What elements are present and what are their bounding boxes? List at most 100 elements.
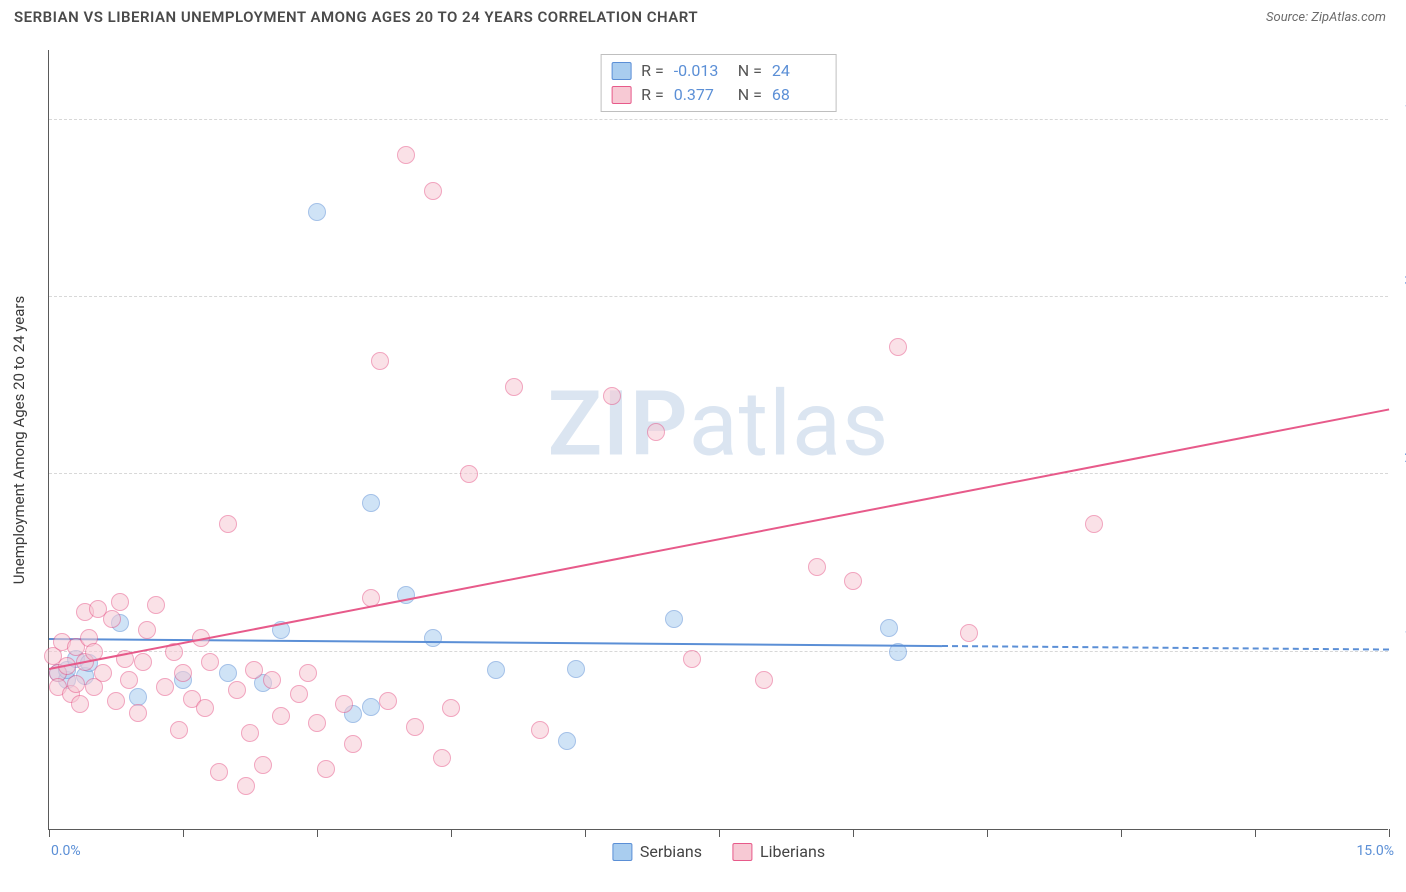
data-point (129, 704, 147, 722)
data-point (120, 671, 138, 689)
data-point (808, 558, 826, 576)
stats-row: R =0.377N =68 (611, 83, 826, 107)
data-point (487, 661, 505, 679)
r-label: R = (641, 59, 664, 83)
data-point (156, 678, 174, 696)
r-value: -0.013 (674, 59, 728, 83)
data-point (531, 721, 549, 739)
trend-line (49, 409, 1389, 670)
x-tick (585, 829, 586, 837)
data-point (362, 494, 380, 512)
data-point (505, 378, 523, 396)
x-tick (719, 829, 720, 837)
data-point (317, 760, 335, 778)
x-tick (317, 829, 318, 837)
data-point (335, 695, 353, 713)
data-point (379, 692, 397, 710)
data-point (299, 664, 317, 682)
data-point (433, 749, 451, 767)
legend-item: Liberians (732, 842, 825, 861)
x-tick (853, 829, 854, 837)
data-point (371, 352, 389, 370)
data-point (228, 681, 246, 699)
data-point (397, 146, 415, 164)
data-point (603, 387, 621, 405)
data-point (107, 692, 125, 710)
data-point (844, 572, 862, 590)
data-point (71, 695, 89, 713)
gridline (49, 651, 1388, 652)
watermark: ZIPatlas (548, 371, 890, 476)
data-point (147, 596, 165, 614)
data-point (344, 735, 362, 753)
data-point (174, 664, 192, 682)
n-value: 24 (772, 59, 826, 83)
data-point (67, 675, 85, 693)
data-point (424, 629, 442, 647)
data-point (460, 465, 478, 483)
gridline (49, 296, 1388, 297)
data-point (241, 724, 259, 742)
x-axis-min-label: 0.0% (51, 843, 81, 859)
n-label: N = (738, 59, 762, 83)
y-axis-title: Unemployment Among Ages 20 to 24 years (10, 295, 28, 583)
gridline (49, 119, 1388, 120)
legend-swatch (611, 86, 631, 104)
x-tick (987, 829, 988, 837)
correlation-stats-box: R = -0.013 N = 24R = 0.377 N = 68 (600, 54, 837, 112)
gridline (49, 473, 1388, 474)
data-point (424, 182, 442, 200)
x-axis-max-label: 15.0% (1356, 843, 1394, 859)
n-label: N = (738, 83, 762, 107)
data-point (889, 338, 907, 356)
n-value: 68 (772, 83, 826, 107)
data-point (362, 698, 380, 716)
data-point (263, 671, 281, 689)
x-tick (1255, 829, 1256, 837)
legend-label: Liberians (760, 842, 825, 861)
data-point (219, 664, 237, 682)
data-point (308, 203, 326, 221)
data-point (755, 671, 773, 689)
data-point (201, 653, 219, 671)
x-tick (1121, 829, 1122, 837)
x-tick (49, 829, 50, 837)
legend-swatch (612, 843, 632, 861)
data-point (111, 593, 129, 611)
legend-item: Serbians (612, 842, 702, 861)
data-point (406, 718, 424, 736)
data-point (683, 650, 701, 668)
data-point (94, 664, 112, 682)
source-attribution: Source: ZipAtlas.com (1266, 10, 1386, 25)
data-point (880, 619, 898, 637)
data-point (567, 660, 585, 678)
data-point (210, 763, 228, 781)
legend-swatch (732, 843, 752, 861)
data-point (290, 685, 308, 703)
data-point (960, 624, 978, 642)
data-point (308, 714, 326, 732)
chart-title: SERBIAN VS LIBERIAN UNEMPLOYMENT AMONG A… (14, 8, 698, 26)
data-point (254, 756, 272, 774)
data-point (196, 699, 214, 717)
legend-swatch (611, 62, 631, 80)
data-point (647, 423, 665, 441)
stats-row: R = -0.013 N = 24 (611, 59, 826, 83)
x-tick (1389, 829, 1390, 837)
data-point (134, 653, 152, 671)
data-point (138, 621, 156, 639)
data-point (558, 732, 576, 750)
data-point (272, 707, 290, 725)
chart-plot-area: Unemployment Among Ages 20 to 24 years Z… (48, 50, 1388, 830)
data-point (237, 777, 255, 795)
data-point (1085, 515, 1103, 533)
chart-legend: Serbians Liberians (612, 842, 825, 861)
data-point (442, 699, 460, 717)
x-tick (451, 829, 452, 837)
x-tick (183, 829, 184, 837)
legend-label: Serbians (640, 842, 702, 861)
data-point (245, 661, 263, 679)
data-point (665, 610, 683, 628)
data-point (170, 721, 188, 739)
r-value: 0.377 (674, 83, 728, 107)
